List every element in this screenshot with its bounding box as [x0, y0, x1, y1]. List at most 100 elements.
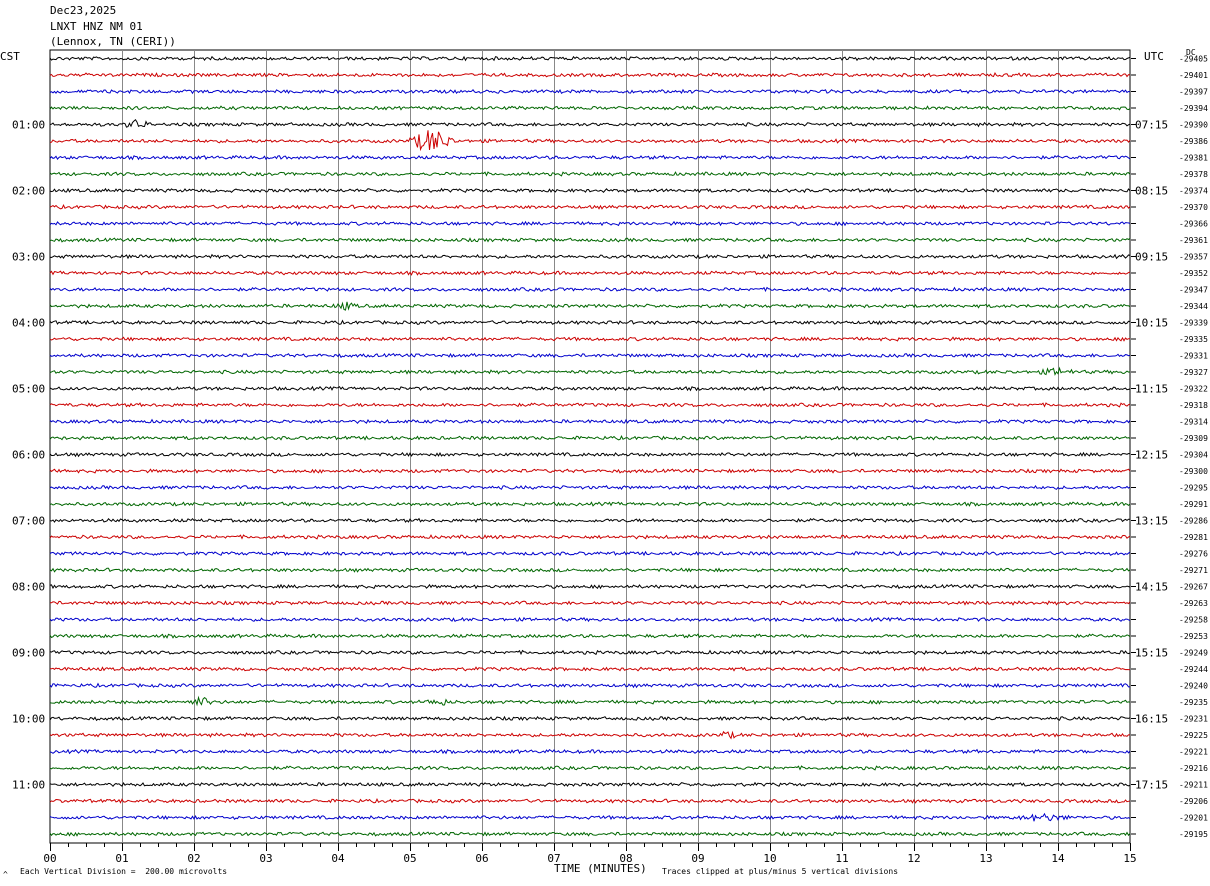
utc-hour-label: 10:15	[1135, 317, 1168, 330]
dc-offset-label: -29276	[1179, 550, 1208, 559]
seismic-trace	[49, 154, 1131, 161]
seismic-trace	[49, 781, 1131, 788]
dc-offset-label: -29221	[1179, 748, 1208, 757]
utc-hour-label: 08:15	[1135, 185, 1168, 198]
dc-offset-label: -29394	[1179, 104, 1208, 113]
seismic-trace	[49, 336, 1130, 342]
seismic-trace	[49, 237, 1131, 243]
utc-hour-label: 17:15	[1135, 779, 1168, 792]
seismic-trace	[49, 633, 1131, 639]
seismic-trace	[49, 831, 1131, 837]
cst-hour-label: 07:00	[12, 515, 45, 528]
utc-hour-label: 16:15	[1135, 713, 1168, 726]
dc-offset-label: -29327	[1179, 368, 1208, 377]
x-axis-title: TIME (MINUTES)	[554, 862, 647, 875]
seismic-trace	[49, 385, 1131, 392]
seismic-trace	[49, 550, 1131, 557]
dc-offset-label: -29405	[1179, 55, 1208, 64]
clip-note: Traces clipped at plus/minus 5 vertical …	[662, 867, 899, 876]
utc-hour-label: 11:15	[1135, 383, 1168, 396]
dc-offset-label: -29386	[1179, 137, 1208, 146]
seismic-trace	[49, 435, 1131, 441]
dc-offset-label: -29331	[1179, 352, 1208, 361]
x-tick-label: 12	[907, 852, 920, 865]
scale-note: Each Vertical Division = 200.00 microvol…	[20, 867, 228, 876]
dc-offset-label: -29401	[1179, 71, 1208, 80]
x-tick-label: 11	[835, 852, 848, 865]
dc-offset-label: -29206	[1179, 797, 1208, 806]
seismic-trace	[49, 253, 1131, 260]
dc-offset-label: -29304	[1179, 451, 1208, 460]
x-tick-label: 07	[547, 852, 560, 865]
dc-offset-label: -29231	[1179, 715, 1208, 724]
seismic-trace	[49, 270, 1131, 276]
dc-offset-label: -29352	[1179, 269, 1208, 278]
seismic-trace	[49, 517, 1131, 523]
dc-offset-label: -29295	[1179, 484, 1208, 493]
cst-hour-label: 04:00	[12, 317, 45, 330]
dc-offset-label: -29244	[1179, 665, 1208, 674]
dc-offset-label: -29201	[1179, 814, 1208, 823]
x-tick-label: 01	[115, 852, 128, 865]
dc-offset-label: -29286	[1179, 517, 1208, 526]
seismic-trace	[49, 286, 1131, 293]
dc-offset-label: -29366	[1179, 220, 1208, 229]
dc-offset-label: -29357	[1179, 253, 1208, 262]
dc-offset-label: -29291	[1179, 500, 1208, 509]
x-tick-label: 10	[763, 852, 776, 865]
cst-hour-label: 02:00	[12, 185, 45, 198]
seismic-trace	[49, 649, 1131, 656]
cst-hour-label: 05:00	[12, 383, 45, 396]
cst-hour-label: 06:00	[12, 449, 45, 462]
dc-offset-label: -29195	[1179, 830, 1208, 839]
dc-offset-label: -29374	[1179, 187, 1208, 196]
dc-offset-label: -29314	[1179, 418, 1208, 427]
seismic-trace	[49, 118, 1131, 128]
seismic-trace	[49, 352, 1131, 359]
seismic-trace	[49, 501, 1131, 507]
seismic-trace	[49, 220, 1131, 227]
utc-hour-label: 15:15	[1135, 647, 1168, 660]
x-tick-label: 05	[403, 852, 416, 865]
dc-offset-label: -29271	[1179, 566, 1208, 575]
x-tick-label: 15	[1123, 852, 1136, 865]
x-tick-label: 09	[691, 852, 704, 865]
dc-offset-label: -29253	[1179, 632, 1208, 641]
seismic-trace	[49, 418, 1131, 424]
seismic-trace	[49, 748, 1131, 755]
dc-offset-label: -29361	[1179, 236, 1208, 245]
station-label: LNXT HNZ NM 01	[50, 20, 143, 33]
x-tick-label: 14	[1051, 852, 1065, 865]
cst-hour-label: 01:00	[12, 119, 45, 132]
dc-offset-label: -29281	[1179, 533, 1208, 542]
x-tick-label: 06	[475, 852, 488, 865]
dc-offset-label: -29240	[1179, 682, 1208, 691]
x-tick-label: 13	[979, 852, 992, 865]
right-timezone-label: UTC	[1144, 50, 1164, 63]
seismic-trace	[49, 765, 1131, 771]
seismic-trace	[49, 301, 1131, 311]
seismic-trace	[49, 730, 1131, 740]
seismic-trace	[49, 130, 1131, 152]
seismic-trace	[49, 468, 1131, 474]
seismic-trace	[49, 695, 1131, 707]
seismic-trace	[49, 484, 1131, 491]
utc-hour-label: 07:15	[1135, 119, 1168, 132]
cst-hour-label: 03:00	[12, 251, 45, 264]
dc-offset-label: -29318	[1179, 401, 1208, 410]
date-label: Dec23,2025	[50, 4, 117, 17]
dc-offset-label: -29381	[1179, 154, 1208, 163]
dc-offset-label: -29339	[1179, 319, 1208, 328]
seismic-trace	[49, 72, 1131, 78]
dc-offset-label: -29267	[1179, 583, 1208, 592]
cst-hour-label: 11:00	[12, 779, 45, 792]
dc-offset-label: -29322	[1179, 385, 1208, 394]
seismic-trace	[49, 583, 1131, 590]
x-tick-label: 08	[619, 852, 632, 865]
cst-hour-label: 08:00	[12, 581, 45, 594]
dc-offset-label: -29397	[1179, 88, 1208, 97]
dc-offset-label: -29216	[1179, 764, 1208, 773]
seismic-trace	[49, 204, 1131, 210]
seismic-trace	[49, 171, 1131, 177]
